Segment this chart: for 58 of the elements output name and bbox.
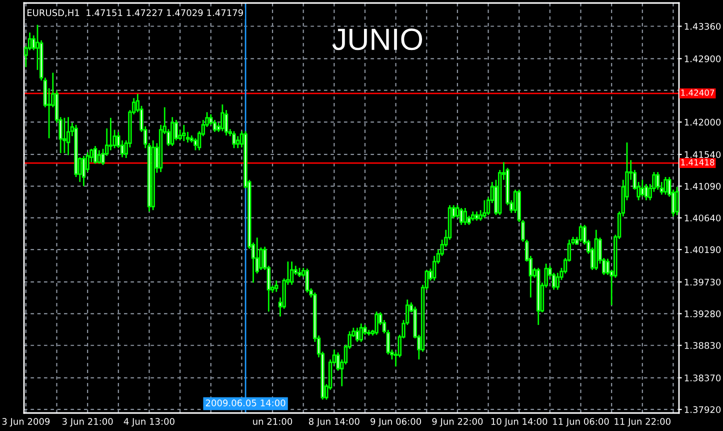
y-tick-label: 1.40190 <box>684 246 721 254</box>
x-tick-label: 3 Jun 2009 <box>2 418 50 427</box>
candlestick <box>66 116 70 156</box>
candlestick <box>471 210 475 222</box>
x-tick-label: 9 Jun 06:00 <box>370 418 422 427</box>
candlestick <box>644 183 648 201</box>
x-tick-label: un 21:00 <box>253 418 292 425</box>
y-tick-label: 1.42000 <box>684 118 721 126</box>
candlestick <box>290 260 294 286</box>
candlestick <box>463 207 468 226</box>
y-tick-label: 1.37920 <box>684 406 721 414</box>
candlestick <box>640 179 644 198</box>
candlestick <box>675 186 679 216</box>
annotation: EURUSD,H1 1.47151 1.47227 1.47029 1.47179 <box>28 9 243 18</box>
y-tick-label: 1.41540 <box>684 151 721 158</box>
text: JUNIO <box>332 28 422 50</box>
y-tick-label: 1.39280 <box>684 310 721 318</box>
candlestick <box>359 322 363 343</box>
x-tick-label: 9 Jun 22:00 <box>432 418 483 427</box>
y-tick-label: 1.38370 <box>684 374 721 382</box>
candlestick <box>220 104 224 132</box>
candlestick <box>170 116 174 147</box>
candlestick <box>274 280 278 293</box>
candlestick <box>182 124 186 142</box>
x-tick-label: 3 Jun 21:00 <box>62 418 113 427</box>
candlestick <box>482 200 486 219</box>
candlestick <box>459 207 464 226</box>
y-tick-label: 1.39730 <box>684 278 721 286</box>
candlestick <box>62 117 66 154</box>
candlestick <box>355 327 360 343</box>
candlestick <box>232 130 236 149</box>
candlestick <box>93 145 98 164</box>
x-tick-label: 10 Jun 14:00 <box>491 418 548 427</box>
y-tick-label: 1.43360 <box>684 22 721 30</box>
x-tick-label: 11 Jun 06:00 <box>553 418 609 427</box>
candlestick <box>82 155 86 187</box>
candlestick <box>174 119 178 142</box>
candlestick <box>97 150 101 164</box>
y-tick-label: 1.41090 <box>684 182 721 190</box>
candlestick <box>374 310 378 336</box>
candlestick <box>298 267 302 278</box>
y-tick-label: 1.40640 <box>684 214 721 222</box>
candlestick <box>664 176 668 196</box>
ref-line-label: 1.41418 <box>681 159 714 166</box>
candlestick <box>108 117 113 151</box>
x-tick-label: 11 Jun 22:00 <box>614 418 670 427</box>
candlestick <box>556 272 560 290</box>
candlestick <box>305 268 310 294</box>
candlestick <box>236 135 240 149</box>
x-tick-label: 2009.06.05 14:00 <box>206 400 286 406</box>
x-tick-label: 8 Jun 14:00 <box>308 418 360 427</box>
x-tick-label: 4 Jun 13:00 <box>124 418 174 427</box>
y-tick-label: 1.38830 <box>684 342 721 349</box>
candlestick <box>578 224 583 243</box>
candlestick <box>656 171 660 190</box>
y-tick-label: 1.42900 <box>684 55 721 62</box>
candlestick <box>474 210 479 222</box>
ref-line-label: 1.42407 <box>681 90 714 96</box>
